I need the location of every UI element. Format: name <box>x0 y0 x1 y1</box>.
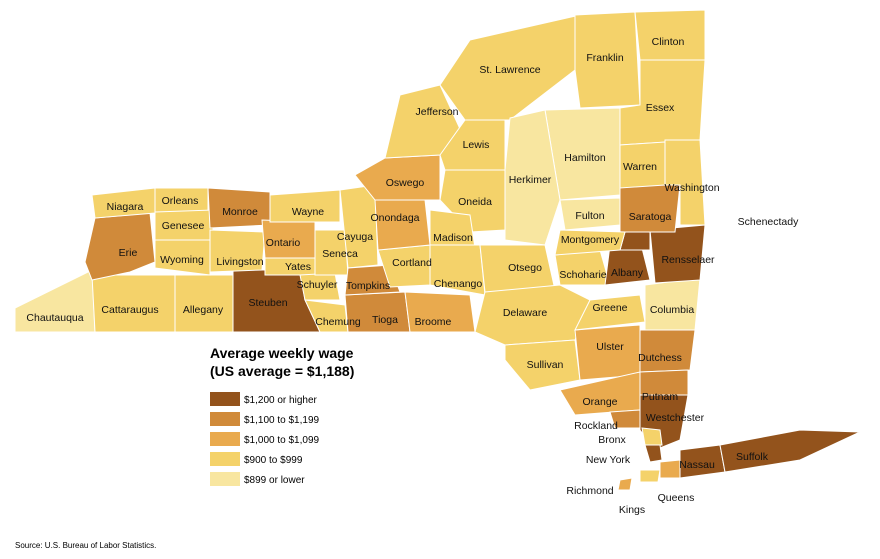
county-label: Tompkins <box>346 280 390 292</box>
county-label: Chautauqua <box>26 312 83 324</box>
county <box>554 229 626 256</box>
county-label: Orange <box>582 396 617 408</box>
county-label: Schenectady <box>738 216 799 228</box>
county-label: Herkimer <box>509 174 552 186</box>
county-label: Suffolk <box>736 451 769 463</box>
county-label: Fulton <box>575 210 604 222</box>
legend-swatch <box>210 392 240 406</box>
county-label: Monroe <box>222 206 258 218</box>
county-label: Lewis <box>463 139 490 151</box>
county <box>384 84 466 159</box>
legend-label: $1,200 or higher <box>244 395 318 406</box>
county <box>269 189 341 223</box>
county <box>209 229 266 273</box>
county-label: Delaware <box>503 307 548 319</box>
county-label: Livingston <box>216 256 263 268</box>
county-label: Rensselaer <box>661 254 715 266</box>
legend-swatch <box>210 472 240 486</box>
county <box>154 239 211 276</box>
county-label: Otsego <box>508 262 542 274</box>
county-label: Chemung <box>315 316 361 328</box>
county-label: Albany <box>611 267 644 279</box>
county-label: Steuben <box>248 297 287 309</box>
county-label: Onondaga <box>370 212 419 224</box>
county <box>374 199 431 251</box>
county-label: Genesee <box>162 220 205 232</box>
county-label: Clinton <box>652 36 685 48</box>
county-label: Essex <box>646 102 675 114</box>
county-label: Ulster <box>596 341 624 353</box>
county <box>339 184 379 269</box>
legend-label: $1,000 to $1,099 <box>244 435 320 446</box>
county-label: Cortland <box>392 257 432 269</box>
county-label: Allegany <box>183 304 224 316</box>
county-label: Madison <box>433 232 473 244</box>
county <box>659 459 681 479</box>
county <box>504 339 581 391</box>
county-label: Westchester <box>646 412 705 424</box>
county-label: Richmond <box>566 485 613 497</box>
source-note: Source: U.S. Bureau of Labor Statistics. <box>15 541 156 550</box>
county <box>639 329 696 373</box>
legend-swatch <box>210 452 240 466</box>
legend-swatch <box>210 412 240 426</box>
county-label: Yates <box>285 261 311 273</box>
county-label: Washington <box>664 182 719 194</box>
county-label: Broome <box>415 316 452 328</box>
county-label: Columbia <box>650 304 695 316</box>
county <box>641 427 663 446</box>
county-label: Putnam <box>642 391 678 403</box>
county-label: Sullivan <box>527 359 564 371</box>
county-label: Saratoga <box>629 211 672 223</box>
county <box>639 469 661 483</box>
legend-label: $900 to $999 <box>244 455 303 466</box>
county <box>574 11 641 109</box>
county-label: Dutchess <box>638 352 682 364</box>
county-label: Jefferson <box>416 106 459 118</box>
county-label: New York <box>586 454 631 466</box>
county-label: Erie <box>119 247 138 259</box>
legend-label: $899 or lower <box>244 475 305 486</box>
legend-label: $1,100 to $1,199 <box>244 415 320 426</box>
county-label: Franklin <box>586 52 624 64</box>
county-label: Bronx <box>598 434 626 446</box>
county-label: Hamilton <box>564 152 606 164</box>
county-label: Greene <box>592 302 627 314</box>
county-label: Tioga <box>372 314 398 326</box>
county <box>354 154 441 201</box>
county-label: Cayuga <box>337 231 373 243</box>
county <box>617 477 633 491</box>
county-label: Montgomery <box>561 234 620 246</box>
county <box>439 119 506 171</box>
county-label: Wyoming <box>160 254 204 266</box>
county-label: Niagara <box>107 201 144 213</box>
county-label: Schuyler <box>297 279 338 291</box>
county-label: Cattaraugus <box>101 304 158 316</box>
legend-title: Average weekly wage <box>210 345 354 361</box>
county-label: Orleans <box>162 195 199 207</box>
legend-subtitle: (US average = $1,188) <box>210 363 354 379</box>
county <box>664 139 706 226</box>
county-label: Queens <box>658 492 695 504</box>
county <box>559 197 621 231</box>
county-label: Wayne <box>292 206 324 218</box>
county-label: Chenango <box>434 278 483 290</box>
county-label: St. Lawrence <box>479 64 540 76</box>
county-label: Seneca <box>322 248 358 260</box>
county-label: Warren <box>623 161 657 173</box>
county-label: Rockland <box>574 420 618 432</box>
county-label: Kings <box>619 504 645 516</box>
county-label: Oneida <box>458 196 492 208</box>
county <box>719 429 861 473</box>
county <box>649 224 706 284</box>
county-label: Nassau <box>679 459 715 471</box>
county-label: Ontario <box>266 237 301 249</box>
county-label: Oswego <box>386 177 425 189</box>
county-label: Schoharie <box>559 269 606 281</box>
county <box>644 444 663 463</box>
legend-swatch <box>210 432 240 446</box>
